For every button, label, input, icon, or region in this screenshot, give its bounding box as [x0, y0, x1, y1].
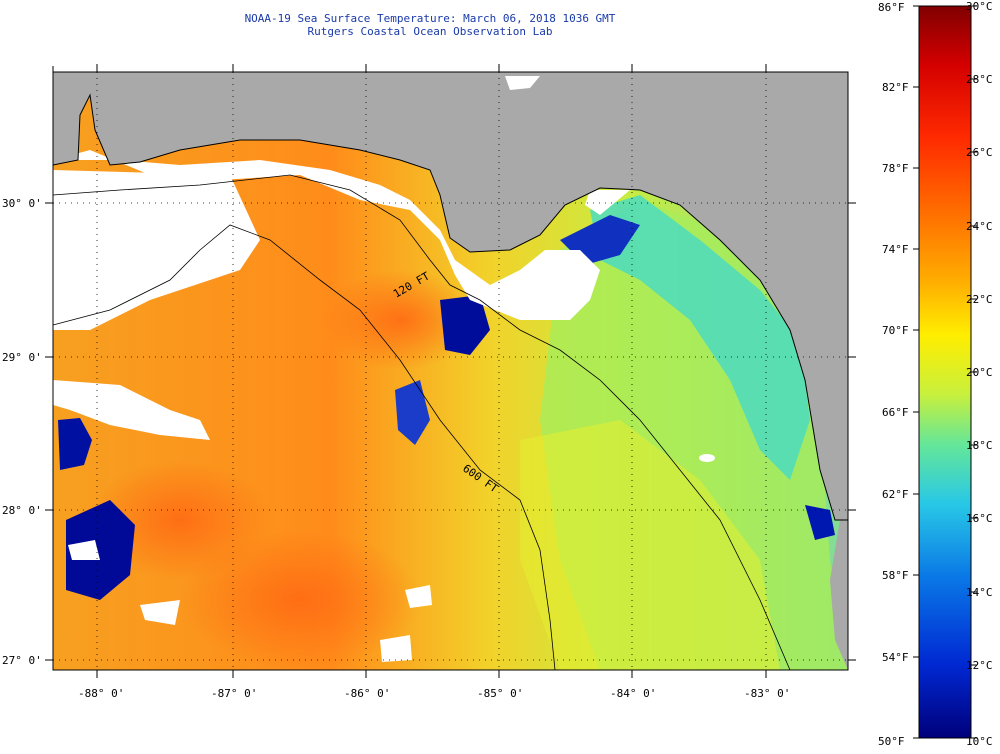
colorbar-c-label: 16°C — [966, 512, 993, 525]
depth-contour-shallow — [52, 174, 791, 671]
colorbar-c-label: 24°C — [966, 220, 993, 233]
map-frame — [52, 71, 849, 671]
lon-label-87: -87° 0' — [211, 687, 257, 700]
frame-ticks — [45, 64, 856, 678]
cloud-area — [53, 380, 210, 440]
cold-patch — [440, 295, 490, 355]
lat-label-29: 29° 0' — [2, 351, 42, 364]
colorbar-gradient — [918, 5, 972, 739]
lon-label-83: -83° 0' — [744, 687, 790, 700]
cloud-area — [53, 150, 600, 320]
colorbar-ticks — [913, 5, 977, 739]
colorbar-c-label: 26°C — [966, 146, 993, 159]
warm-patch — [180, 530, 420, 670]
colorbar-f-label: 54°F — [882, 651, 909, 664]
colorbar-c-label: 28°C — [966, 73, 993, 86]
colorbar-c-label: 22°C — [966, 293, 993, 306]
lon-label-86: -86° 0' — [344, 687, 390, 700]
depth-contour-deep — [52, 224, 556, 671]
colorbar-c-label: 18°C — [966, 439, 993, 452]
lat-label-28: 28° 0' — [2, 504, 42, 517]
map-title: NOAA-19 Sea Surface Temperature: March 0… — [244, 12, 616, 25]
cold-patch — [58, 418, 92, 470]
yellow-water — [520, 420, 780, 670]
colorbar-f-label: 58°F — [882, 569, 909, 582]
warm-patch — [320, 270, 480, 370]
cloud-area — [405, 585, 432, 608]
cloud-area — [505, 76, 540, 90]
cold-patch — [66, 500, 135, 600]
land-area — [830, 520, 848, 670]
lat-label-30: 30° 0' — [2, 197, 42, 210]
coastline — [52, 93, 848, 521]
colorbar-c-label: 30°C — [966, 0, 993, 13]
colorbar-f-label: 70°F — [882, 324, 909, 337]
lon-label-88: -88° 0' — [78, 687, 124, 700]
cloud-area — [699, 454, 715, 462]
cloud-area — [53, 170, 260, 330]
colorbar-c-label: 20°C — [966, 366, 993, 379]
colorbar-f-label: 66°F — [882, 406, 909, 419]
colorbar-f-label: 74°F — [882, 243, 909, 256]
lat-label-27: 27° 0' — [2, 654, 42, 667]
cloud-area — [585, 190, 630, 215]
cloud-area — [380, 635, 412, 662]
colorbar-c-label: 14°C — [966, 586, 993, 599]
colorbar-f-label: 78°F — [882, 162, 909, 175]
colorbar-c-label: 12°C — [966, 659, 993, 672]
colorbar-f-label: 82°F — [882, 81, 909, 94]
cloud-area — [68, 540, 100, 560]
cyan-coastal-water — [590, 195, 810, 480]
land-area — [53, 72, 848, 520]
lat-lon-grid — [53, 72, 848, 670]
lon-label-85: -85° 0' — [477, 687, 523, 700]
lon-label-84: -84° 0' — [610, 687, 656, 700]
warm-patch — [90, 460, 270, 580]
cold-patch — [395, 380, 430, 445]
colorbar-f-label: 86°F — [878, 1, 905, 14]
cloud-area — [140, 600, 180, 625]
colorbar-f-label: 50°F — [878, 735, 905, 748]
cold-patch — [805, 505, 835, 540]
colorbar-f-label: 62°F — [882, 488, 909, 501]
map-subtitle: Rutgers Coastal Ocean Observation Lab — [307, 25, 553, 38]
colorbar-c-label: 10°C — [966, 735, 993, 748]
